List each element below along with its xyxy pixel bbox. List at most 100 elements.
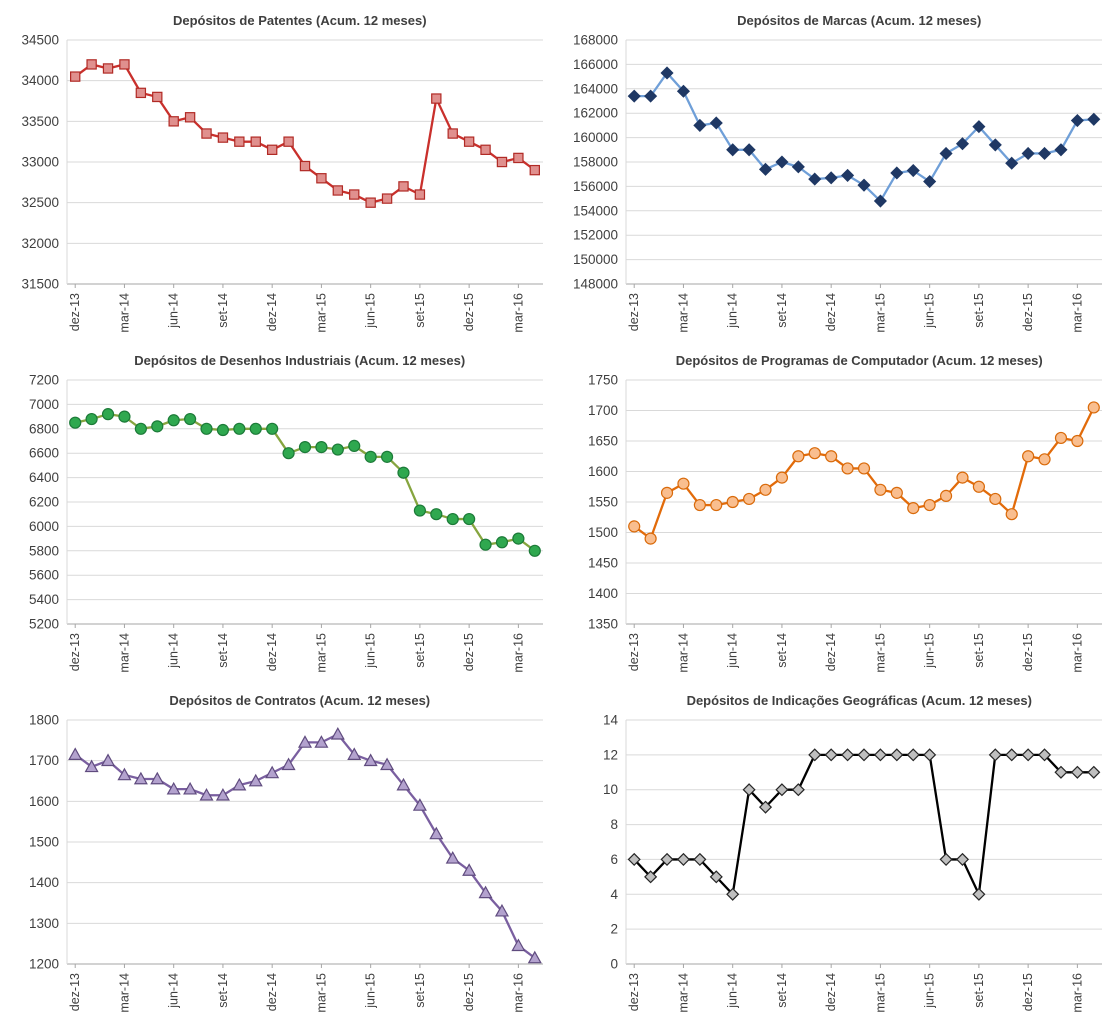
svg-text:dez-14: dez-14: [824, 973, 838, 1011]
svg-text:set-15: set-15: [413, 633, 427, 668]
svg-text:6200: 6200: [29, 495, 59, 510]
chart-title-contratos: Depósitos de Contratos (Acum. 12 meses): [169, 693, 431, 708]
svg-text:set-15: set-15: [972, 633, 986, 668]
svg-text:31500: 31500: [21, 277, 59, 292]
svg-text:152000: 152000: [573, 228, 618, 243]
svg-text:6: 6: [611, 852, 619, 867]
chart-canvas-contratos: 1200 1300 1400 1500 1600 1700 1800 dez-13 mar-14…: [29, 713, 543, 1013]
svg-text:jun-15: jun-15: [923, 633, 937, 669]
svg-text:jun-14: jun-14: [726, 973, 740, 1009]
svg-text:set-15: set-15: [972, 973, 986, 1008]
chart-desenhos-industriais: Depósitos de Desenhos Industriais (Acum.…: [4, 342, 556, 680]
svg-text:set-15: set-15: [972, 293, 986, 328]
svg-text:jun-15: jun-15: [363, 633, 377, 669]
svg-text:jun-14: jun-14: [166, 973, 180, 1009]
chart-indicacoes-geograficas: Depósitos de Indicações Geográficas (Acu…: [564, 682, 1116, 1020]
svg-text:1400: 1400: [588, 586, 618, 601]
svg-text:dez-13: dez-13: [627, 973, 641, 1011]
svg-text:dez-15: dez-15: [462, 293, 476, 331]
svg-text:7000: 7000: [29, 397, 59, 412]
svg-text:set-14: set-14: [775, 973, 789, 1008]
svg-text:164000: 164000: [573, 81, 618, 96]
svg-text:0: 0: [611, 957, 619, 972]
svg-text:jun-14: jun-14: [166, 293, 180, 329]
svg-text:jun-15: jun-15: [363, 293, 377, 329]
svg-text:set-15: set-15: [413, 973, 427, 1008]
svg-text:32500: 32500: [21, 195, 59, 210]
svg-text:160000: 160000: [573, 130, 618, 145]
svg-text:dez-13: dez-13: [68, 293, 82, 331]
svg-text:5200: 5200: [29, 617, 59, 632]
svg-text:mar-15: mar-15: [314, 973, 328, 1013]
svg-text:1200: 1200: [29, 957, 59, 972]
svg-text:mar-14: mar-14: [677, 633, 691, 673]
svg-text:mar-14: mar-14: [117, 973, 131, 1013]
svg-text:1550: 1550: [588, 495, 618, 510]
svg-text:6800: 6800: [29, 421, 59, 436]
svg-text:1750: 1750: [588, 373, 618, 388]
chart-canvas-indicacoes-geograficas: 0 2 4 6 8 10 12 14 dez-13 mar-14 jun-14 set-14 dez-1…: [603, 713, 1103, 1013]
svg-text:mar-14: mar-14: [117, 293, 131, 333]
svg-text:dez-13: dez-13: [68, 973, 82, 1011]
svg-text:1600: 1600: [588, 464, 618, 479]
svg-text:5800: 5800: [29, 543, 59, 558]
svg-text:dez-13: dez-13: [68, 633, 82, 671]
svg-text:154000: 154000: [573, 203, 618, 218]
svg-text:dez-14: dez-14: [265, 633, 279, 671]
svg-text:166000: 166000: [573, 57, 618, 72]
svg-text:dez-14: dez-14: [265, 293, 279, 331]
svg-text:1700: 1700: [29, 753, 59, 768]
svg-text:33500: 33500: [21, 114, 59, 129]
svg-text:1650: 1650: [588, 434, 618, 449]
chart-canvas-desenhos-industriais: 5200 5400 5600 5800 6000 6200 6400 6600 6800 7000…: [29, 373, 543, 673]
svg-text:2: 2: [611, 922, 619, 937]
svg-text:4: 4: [611, 887, 619, 902]
svg-text:set-14: set-14: [216, 973, 230, 1008]
svg-text:6600: 6600: [29, 446, 59, 461]
chart-marcas: Depósitos de Marcas (Acum. 12 meses) 148…: [564, 2, 1116, 340]
svg-text:mar-15: mar-15: [874, 973, 888, 1013]
svg-text:33000: 33000: [21, 155, 59, 170]
svg-text:set-15: set-15: [413, 293, 427, 328]
svg-text:dez-15: dez-15: [1021, 293, 1035, 331]
chart-programas-computador: Depósitos de Programas de Computador (Ac…: [564, 342, 1116, 680]
svg-text:6400: 6400: [29, 470, 59, 485]
svg-text:set-14: set-14: [216, 293, 230, 328]
svg-text:1450: 1450: [588, 556, 618, 571]
svg-text:7200: 7200: [29, 373, 59, 388]
chart-title-indicacoes-geograficas: Depósitos de Indicações Geográficas (Acu…: [686, 693, 1032, 708]
svg-text:dez-14: dez-14: [824, 293, 838, 331]
svg-text:158000: 158000: [573, 155, 618, 170]
svg-text:dez-15: dez-15: [1021, 973, 1035, 1011]
svg-text:jun-15: jun-15: [923, 293, 937, 329]
svg-text:set-14: set-14: [775, 633, 789, 668]
svg-text:148000: 148000: [573, 277, 618, 292]
svg-text:1350: 1350: [588, 617, 618, 632]
svg-text:6000: 6000: [29, 519, 59, 534]
svg-text:dez-14: dez-14: [824, 633, 838, 671]
svg-text:jun-15: jun-15: [363, 973, 377, 1009]
chart-title-desenhos-industriais: Depósitos de Desenhos Industriais (Acum.…: [134, 353, 466, 368]
svg-text:dez-14: dez-14: [265, 973, 279, 1011]
chart-canvas-patentes: 31500 32000 32500 33000 33500 34000 34500 dez-1…: [21, 33, 543, 333]
svg-text:8: 8: [611, 817, 619, 832]
chart-contratos: Depósitos de Contratos (Acum. 12 meses) …: [4, 682, 556, 1020]
svg-text:1700: 1700: [588, 403, 618, 418]
svg-text:mar-15: mar-15: [314, 633, 328, 673]
svg-text:10: 10: [603, 782, 618, 797]
svg-text:1600: 1600: [29, 794, 59, 809]
svg-text:mar-16: mar-16: [511, 293, 525, 333]
svg-text:dez-13: dez-13: [627, 293, 641, 331]
svg-text:mar-16: mar-16: [1071, 973, 1085, 1013]
svg-text:5600: 5600: [29, 568, 59, 583]
svg-text:jun-15: jun-15: [923, 973, 937, 1009]
svg-text:mar-15: mar-15: [314, 293, 328, 333]
svg-text:jun-14: jun-14: [726, 293, 740, 329]
svg-text:set-14: set-14: [775, 293, 789, 328]
svg-text:mar-16: mar-16: [1071, 293, 1085, 333]
chart-title-patentes: Depósitos de Patentes (Acum. 12 meses): [172, 13, 427, 28]
svg-text:mar-14: mar-14: [677, 293, 691, 333]
svg-text:mar-16: mar-16: [511, 973, 525, 1013]
svg-text:dez-15: dez-15: [462, 973, 476, 1011]
